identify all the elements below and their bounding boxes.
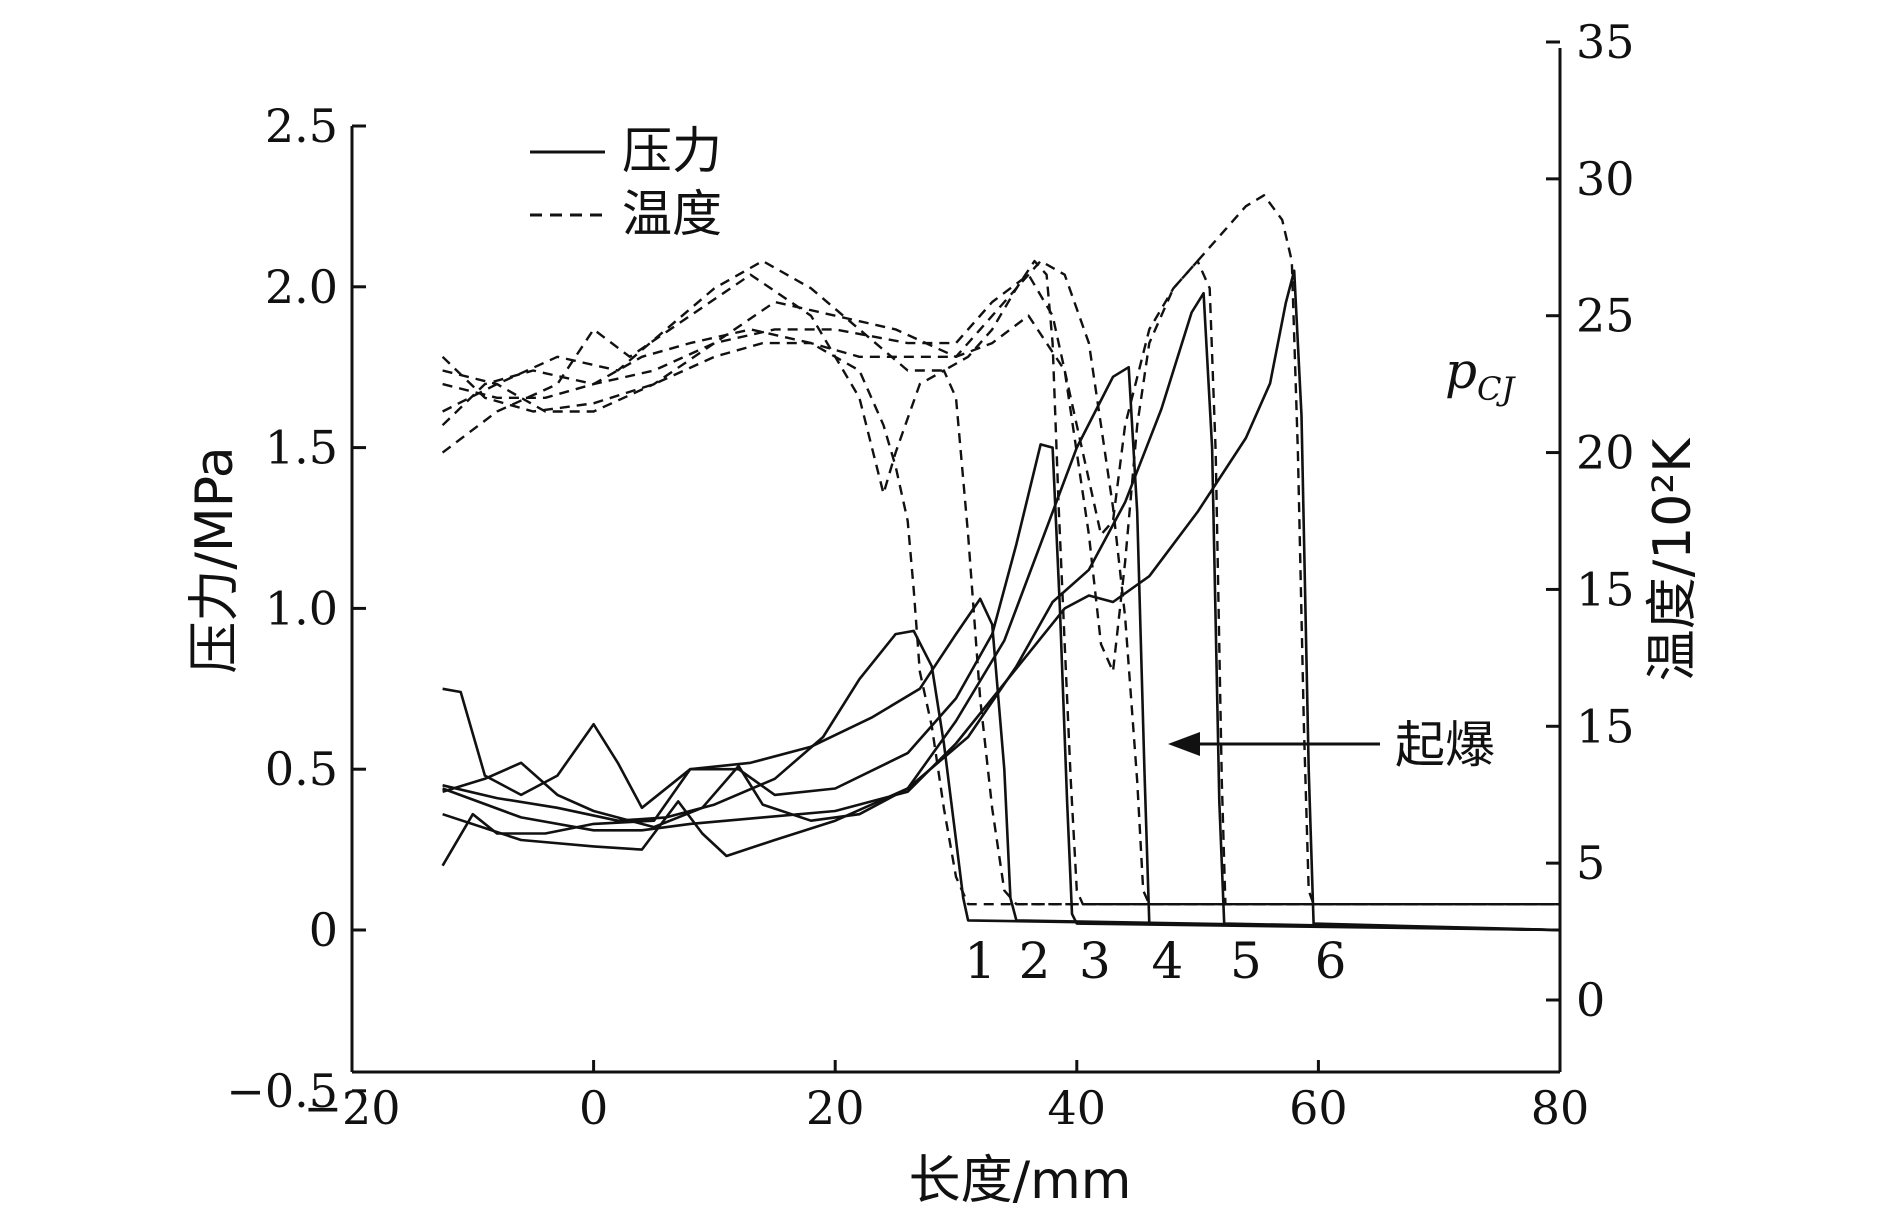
pressure-series-line-1 (442, 629, 1561, 932)
y-tick-label: 0.5 (265, 742, 338, 796)
pcj-subscript: CJ (1477, 370, 1516, 408)
x-tick-label: 40 (1048, 1081, 1107, 1135)
y2-tick-label: 35 (1576, 15, 1635, 69)
y2-tick-label: 25 (1576, 289, 1635, 343)
y-axis-title: 压力/MPa (185, 446, 245, 673)
tick-group: −20 0 20 40 60 80−0.500.51.01.52.02.505151520… (226, 15, 1634, 1135)
curve-number-1: 1 (964, 932, 996, 990)
pressure-series-line-4 (442, 365, 1561, 932)
pressure-series-group (441, 269, 1561, 932)
y-tick-label: 2.0 (265, 260, 338, 314)
y2-tick-label: 15 (1576, 562, 1635, 616)
temperature-series-line-6 (441, 194, 1560, 906)
curve-number-3: 3 (1079, 932, 1111, 990)
pressure-series-line-3 (441, 443, 1561, 932)
x-tick-label: 60 (1289, 1081, 1348, 1135)
y2-axis-title: 温度/10²K (1643, 437, 1703, 682)
curve-number-2: 2 (1019, 932, 1051, 990)
curve-number-4: 4 (1151, 932, 1183, 990)
x-tick-label: 0 (579, 1081, 608, 1135)
y-tick-label: 0 (309, 903, 338, 957)
axes (350, 48, 1562, 1074)
temperature-series-line-3 (442, 259, 1560, 906)
legend: 压力 温度 (530, 122, 722, 243)
temperature-series-line-5 (442, 259, 1560, 906)
y-tick-label: 1.5 (265, 421, 338, 475)
pcj-label: pCJ (1445, 342, 1517, 408)
y2-tick-label: 15 (1576, 699, 1635, 753)
temperature-series-group (441, 194, 1560, 906)
x-tick-label: 80 (1531, 1081, 1590, 1135)
x-tick-label: 20 (806, 1081, 865, 1135)
pcj-p: p (1445, 342, 1477, 400)
temperature-series-line-2 (441, 273, 1560, 906)
legend-label-temperature: 温度 (622, 185, 722, 243)
y2-tick-label: 30 (1576, 152, 1635, 206)
y2-tick-label: 0 (1576, 973, 1605, 1027)
pressure-series-line-2 (442, 597, 1561, 932)
temperature-series-line-4 (442, 259, 1560, 906)
y-tick-label: −0.5 (226, 1064, 338, 1118)
pressure-series-line-5 (442, 291, 1561, 932)
ignition-arrowhead (1168, 732, 1200, 756)
curve-number-5: 5 (1230, 932, 1262, 990)
y-tick-label: 2.5 (265, 99, 338, 153)
y2-tick-label: 20 (1576, 426, 1635, 480)
x-axis-title: 长度/mm (909, 1151, 1132, 1211)
legend-label-pressure: 压力 (622, 122, 722, 180)
pressure-series-line-6 (442, 269, 1561, 932)
ignition-label: 起爆 (1395, 716, 1495, 774)
y-tick-label: 1.0 (265, 581, 338, 635)
ignition-annotation: 起爆 (1168, 716, 1495, 774)
y2-tick-label: 5 (1576, 836, 1605, 890)
curve-number-6: 6 (1315, 932, 1347, 990)
